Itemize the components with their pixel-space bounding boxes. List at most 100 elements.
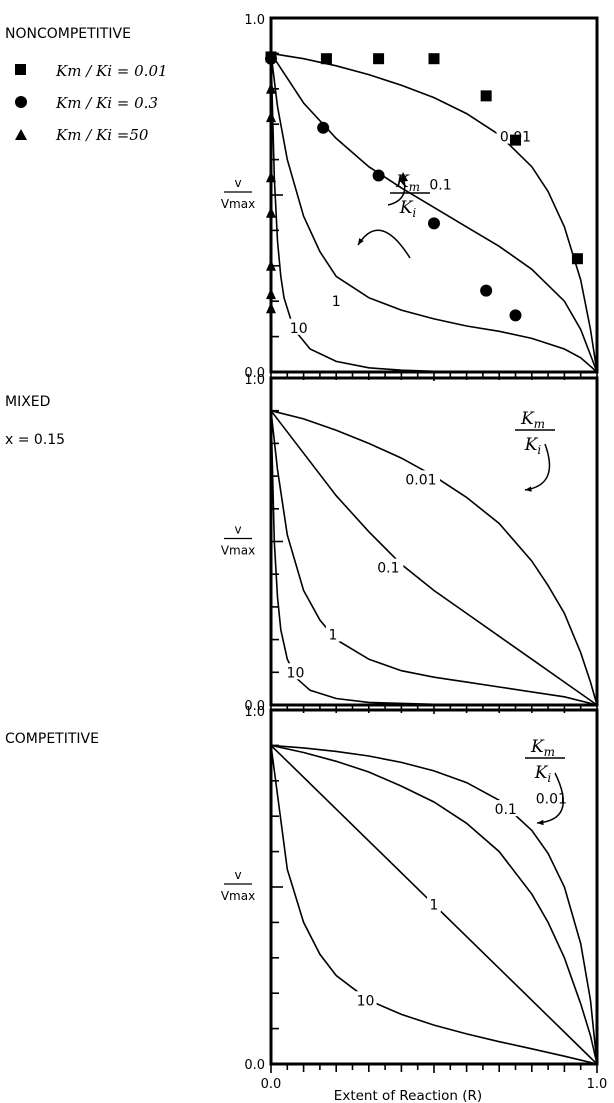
curve-label-gap [532,789,571,806]
y-label-denominator: Vmax [221,544,255,558]
y-label-numerator: v [234,176,241,190]
data-point-square [373,53,385,65]
panel-competitive: COMPETITIVE [5,731,99,747]
y-tick-label: 1.0 [244,373,265,388]
data-point-circle [372,169,385,182]
series-label: 1 [332,294,341,310]
series-line-0-01 [270,744,598,1065]
km-ki-key-label: Km Ki [390,172,430,220]
data-point-circle [317,121,330,134]
curve-label-gap [287,318,310,335]
arrow-head [525,486,532,492]
y-label-numerator: v [234,868,241,882]
data-point-square [320,53,332,65]
series-label: 0.01 [536,792,567,808]
arrow-head [537,819,544,826]
y-axis-label: v Vmax [221,176,255,211]
series-line-0-1 [270,744,598,1065]
curve-label-gap [373,558,404,575]
y-tick-label: 0.0 [244,366,265,381]
y-tick-label: 1.0 [244,13,265,28]
legend-circle-marker [15,96,27,108]
panel-subtitle: x = 0.15 [5,432,65,448]
km-ki-key-label: Km Ki [525,737,565,785]
data-point-triangle [266,259,276,271]
data-point-square [510,134,521,146]
series-label: 1 [430,898,439,914]
series-label: 0.1 [377,561,399,577]
legend-text: Km / Ki = 0.01 [55,62,168,80]
arrow-head [358,238,364,245]
y-axis-label: v Vmax [221,868,255,903]
data-point-square [480,90,492,102]
x-tick-label: 1.0 [587,1077,608,1092]
series-line-0-1 [270,410,598,706]
curve-label-gap [354,991,377,1008]
series-label: 10 [290,321,308,337]
panel-title: NONCOMPETITIVE [5,26,131,42]
data-point-triangle [266,171,276,183]
legend-square-marker [15,64,26,75]
curve-label-gap [401,470,440,487]
km-label-text: Km [520,409,545,431]
curve-label-gap [329,292,344,309]
y-tick-label: 1.0 [244,705,265,720]
ki-label-text: Ki [534,763,552,785]
data-point-circle [265,52,277,65]
curve-label-gap [325,625,340,642]
panel-noncompetitive: NONCOMPETITIVE Km / Ki = 0.01 Km / Ki = … [5,26,168,144]
plot-frame [269,708,599,1066]
km-label-text: Km [530,737,555,759]
series-line-0-1 [270,52,598,373]
data-point-triangle [266,288,276,300]
legend: Km / Ki = 0.01 Km / Ki = 0.3 Km / Ki =50 [15,62,168,144]
panel-title: MIXED [5,394,50,410]
data-point-circle [509,309,522,322]
series-label: 0.01 [405,472,436,488]
series-line-10 [270,745,598,1065]
arrow-head [399,172,408,182]
km-label-text: Km [395,172,420,194]
series-line-0-01 [270,409,598,706]
ki-label-text: Ki [524,435,542,457]
y-label-denominator: Vmax [221,197,255,211]
series-line-1 [270,410,598,706]
curve-label-gap [425,175,456,192]
km-ki-key-label: Km Ki [515,409,555,457]
series-label: 1 [328,628,337,644]
legend-text: Km / Ki = 0.3 [55,94,158,112]
data-point-triangle [266,302,276,314]
x-axis-title: Extent of Reaction (R) [334,1088,482,1103]
legend-triangle-marker [15,129,27,140]
series-label: 10 [357,993,375,1009]
data-point-triangle [266,111,276,123]
series-label: 0.1 [429,177,451,193]
y-axis-label: v Vmax [221,523,255,558]
legend-text: Km / Ki =50 [55,126,149,144]
data-point-triangle [266,82,276,94]
y-label-numerator: v [234,523,241,537]
plot-area-2: 1.0 0.0 v Vmax 0.01 0.1 1 10 Km Ki [221,373,599,714]
data-point-triangle [266,206,276,218]
data-point-square [428,53,440,65]
data-point-circle [428,217,440,230]
plot-area-3: 1.0 0.0 v Vmax 0.0 1.0 0.01 0.1 1 10 Km Ki [221,705,608,1092]
series-label: 0.1 [495,802,517,818]
series-label: 10 [287,665,305,681]
curve-label-gap [490,800,521,817]
pointer-arrow [357,229,411,259]
plot-frame [269,376,599,707]
ki-label-text: Ki [399,198,417,220]
data-point-square [571,253,583,265]
x-tick-label: 0.0 [261,1077,282,1092]
series-line-0-01 [270,52,598,373]
y-label-denominator: Vmax [221,889,255,903]
panel-title: COMPETITIVE [5,731,99,747]
data-point-circle [480,284,493,297]
pointer-arrow [536,772,564,824]
panel-mixed: MIXED x = 0.15 [5,394,65,448]
curve-label-gap [427,895,441,912]
curve-label-gap [284,663,307,680]
series-line-10 [270,53,598,373]
